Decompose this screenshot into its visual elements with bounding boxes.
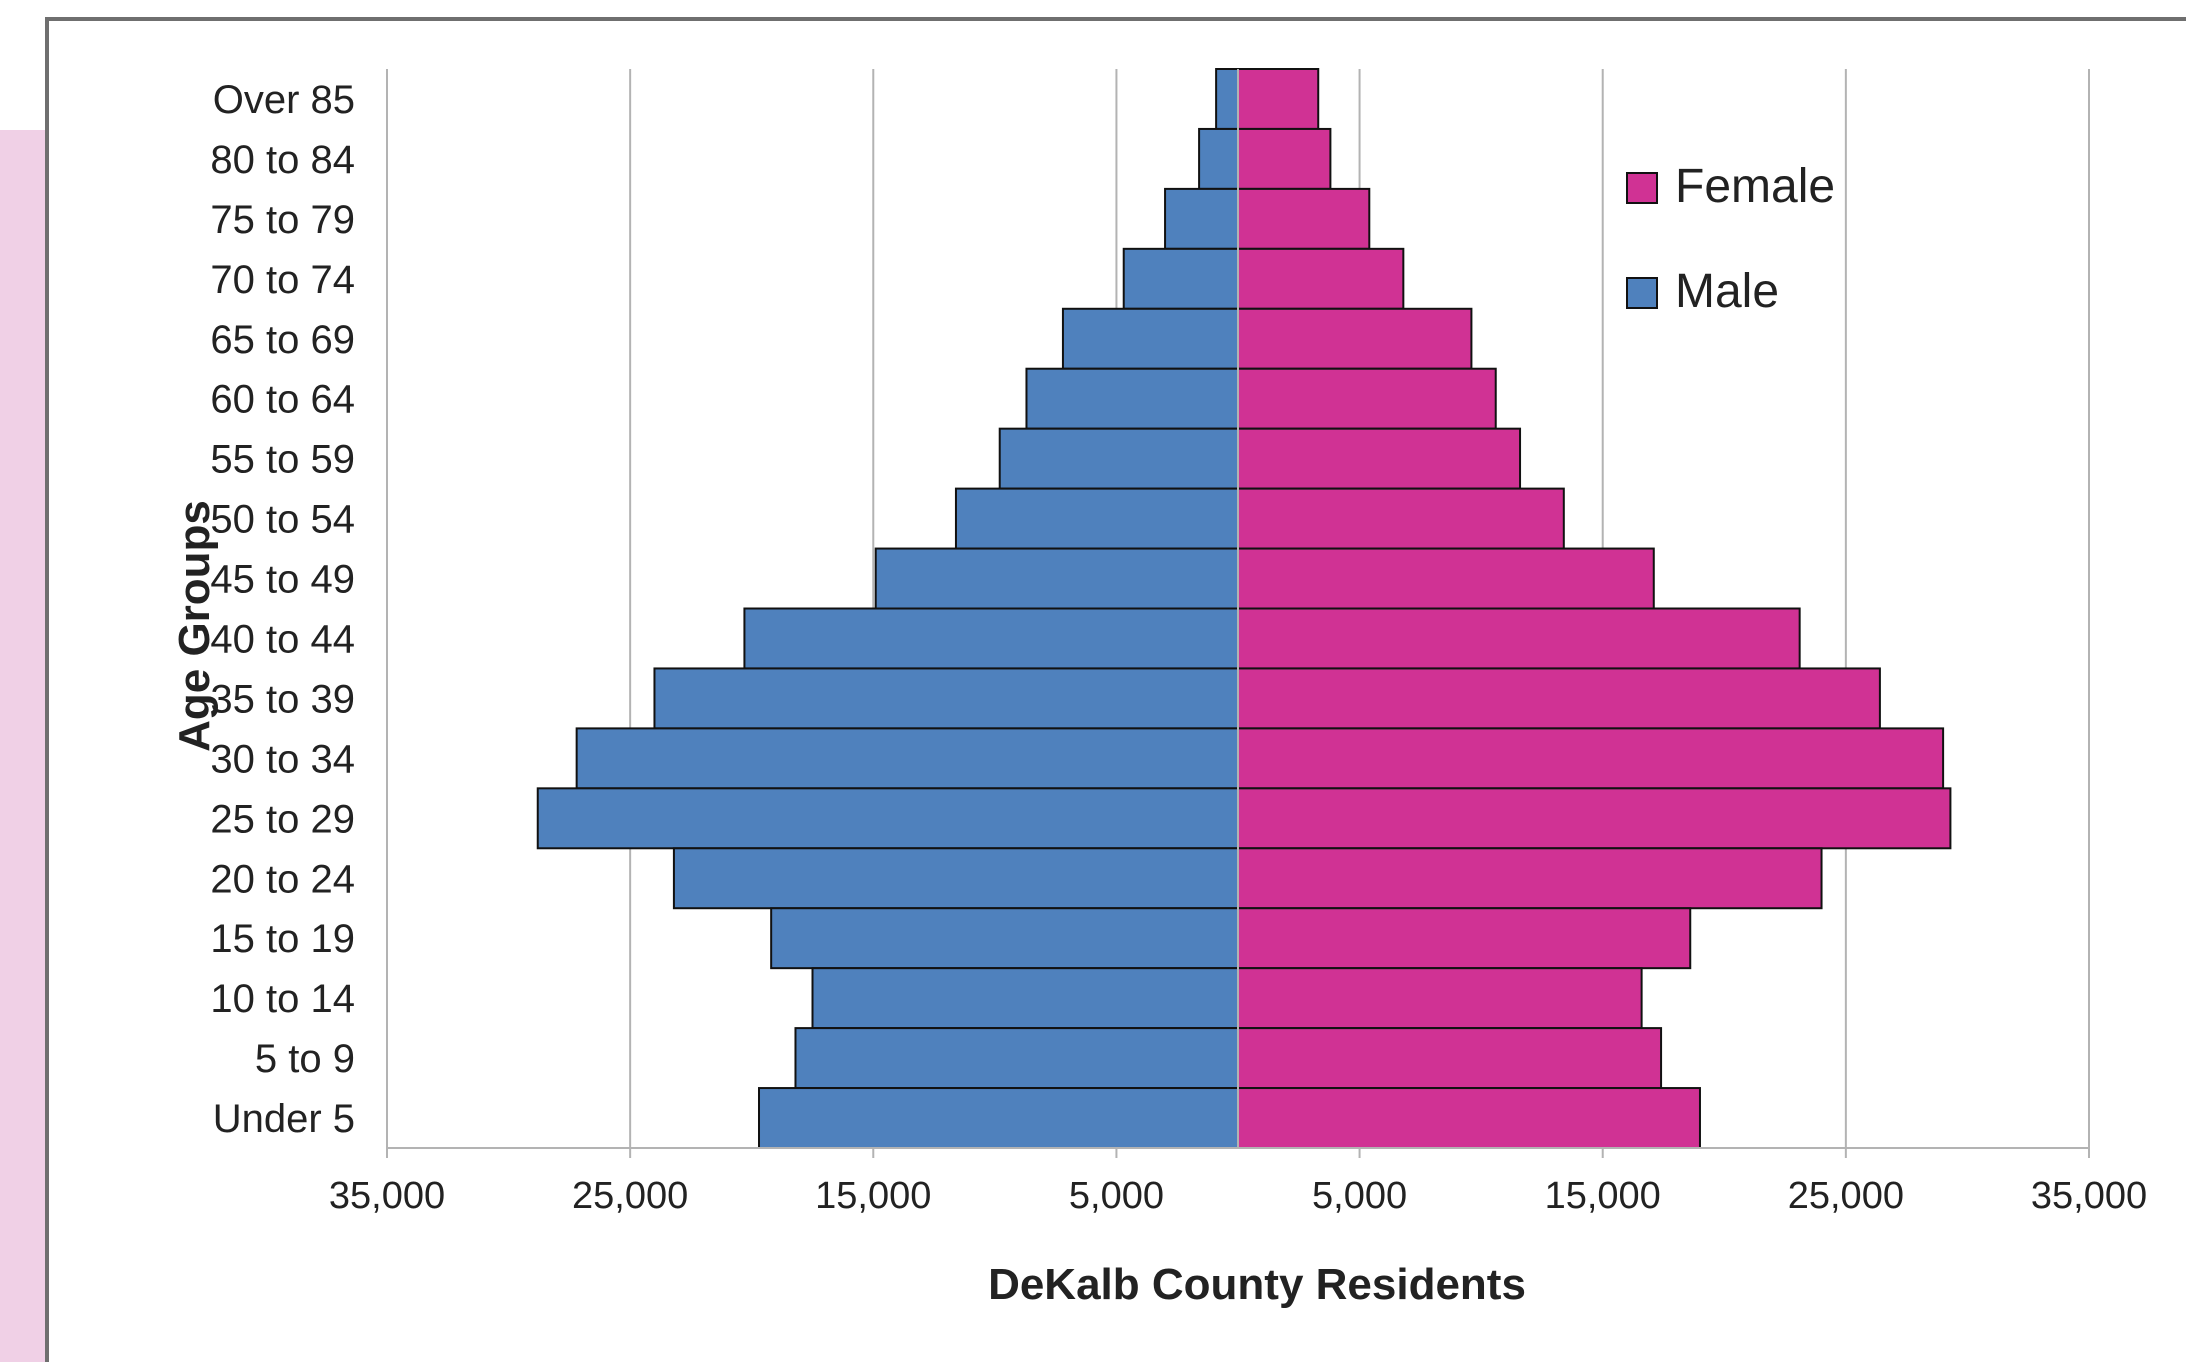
bar-male <box>1061 307 1239 370</box>
bar-male <box>743 607 1239 670</box>
age-group-label: 45 to 49 <box>210 558 355 602</box>
bar-female <box>1237 727 1945 790</box>
legend: Female Male <box>1626 160 1835 318</box>
x-tick-label: 25,000 <box>1788 1175 1904 1217</box>
bar-female <box>1237 847 1823 910</box>
bars <box>536 68 1952 1149</box>
age-group-label: 30 to 34 <box>210 737 355 781</box>
x-tick-label: 35,000 <box>2031 1175 2147 1217</box>
bar-female <box>1237 367 1497 430</box>
age-group-label: Under 5 <box>213 1097 355 1141</box>
legend-swatch-male <box>1626 277 1658 309</box>
age-group-label: 60 to 64 <box>210 378 355 422</box>
bar-male <box>653 667 1239 730</box>
bar-female <box>1237 667 1881 730</box>
bar-male <box>1198 127 1240 190</box>
legend-label-female: Female <box>1675 160 1835 213</box>
age-group-label: 65 to 69 <box>210 318 355 362</box>
age-group-label: 15 to 19 <box>210 917 355 961</box>
bar-male <box>954 487 1239 550</box>
age-group-labels: Over 85 80 to 84 75 to 79 70 to 74 65 to 69 6… <box>210 78 355 1141</box>
bar-female <box>1237 307 1473 370</box>
bar-male <box>672 847 1239 910</box>
age-group-label: 50 to 54 <box>210 498 355 542</box>
bar-male <box>536 787 1239 850</box>
bar-female <box>1237 1027 1663 1090</box>
bar-male <box>1215 68 1240 130</box>
bar-male <box>794 1027 1239 1090</box>
age-group-label: 20 to 24 <box>210 857 355 901</box>
bar-male <box>758 1087 1239 1149</box>
age-group-label: 35 to 39 <box>210 677 355 721</box>
legend-label-male: Male <box>1675 265 1779 318</box>
bar-female <box>1237 187 1371 250</box>
y-axis-title: Age Groups <box>170 500 219 752</box>
age-group-label: 80 to 84 <box>210 138 355 182</box>
age-group-label: 40 to 44 <box>210 617 355 661</box>
legend-swatch-female <box>1626 172 1658 204</box>
age-group-label: 5 to 9 <box>255 1037 355 1081</box>
x-tick-label: 25,000 <box>572 1175 688 1217</box>
x-tick-label: 15,000 <box>815 1175 931 1217</box>
age-group-label: 75 to 79 <box>210 198 355 242</box>
x-tick-labels: 35,000 25,000 15,000 5,000 5,000 15,000 25,000… <box>329 1175 2147 1217</box>
bar-female <box>1237 427 1522 490</box>
bar-male <box>1122 247 1240 310</box>
bar-female <box>1237 907 1692 970</box>
bar-female <box>1237 247 1405 310</box>
bar-female <box>1237 68 1320 130</box>
bar-male <box>811 967 1239 1030</box>
x-tick-label: 15,000 <box>1545 1175 1661 1217</box>
bar-female <box>1237 607 1801 670</box>
bar-male <box>575 727 1239 790</box>
bar-male <box>770 907 1239 970</box>
bar-female <box>1237 967 1643 1030</box>
bar-male <box>998 427 1239 490</box>
bar-female <box>1237 547 1655 610</box>
x-tick-label: 5,000 <box>1069 1175 1164 1217</box>
bar-male <box>1025 367 1239 430</box>
population-pyramid-chart: Over 85 80 to 84 75 to 79 70 to 74 65 to 69 6… <box>170 68 2147 1309</box>
bar-female <box>1237 787 1952 850</box>
x-tick-label: 35,000 <box>329 1175 445 1217</box>
age-group-label: 70 to 74 <box>210 258 355 302</box>
bar-female <box>1237 1087 1701 1149</box>
age-group-label: 25 to 29 <box>210 797 355 841</box>
axes <box>386 69 2090 1158</box>
age-group-label: 55 to 59 <box>210 438 355 482</box>
age-group-label: 10 to 14 <box>210 977 355 1021</box>
x-axis-title: DeKalb County Residents <box>988 1260 1526 1309</box>
bar-male <box>1164 187 1239 250</box>
chart-frame: Over 85 80 to 84 75 to 79 70 to 74 65 to 69 6… <box>45 17 2186 1362</box>
bar-female <box>1237 487 1565 550</box>
side-panel <box>0 130 47 1362</box>
bar-male <box>874 547 1240 610</box>
x-tick-label: 5,000 <box>1312 1175 1407 1217</box>
bar-female <box>1237 127 1332 190</box>
age-group-label: Over 85 <box>213 78 355 122</box>
